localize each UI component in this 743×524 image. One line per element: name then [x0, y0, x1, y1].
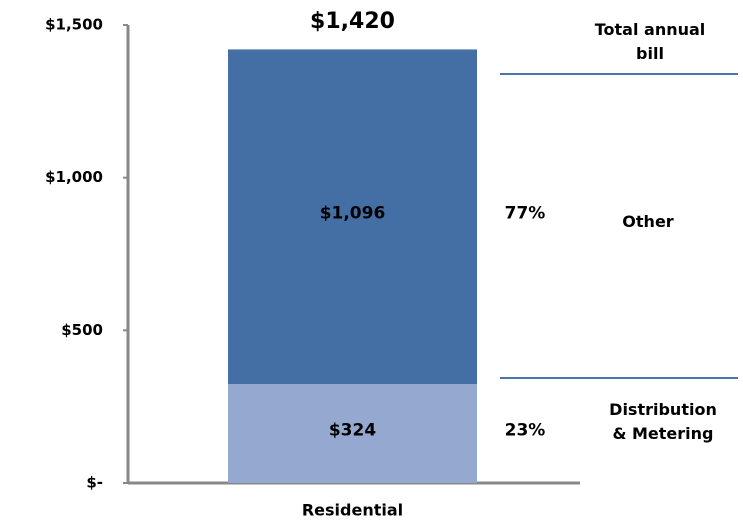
bar-segment — [228, 49, 477, 385]
legend-label: Other — [622, 212, 674, 231]
y-tick-label: $- — [86, 474, 103, 492]
legend-label: Distribution & Metering — [588, 398, 738, 446]
share-label: 23% — [505, 421, 546, 441]
value-label: $324 — [329, 421, 376, 441]
y-tick-label: $1,000 — [45, 168, 103, 186]
y-tick-label: $1,500 — [45, 16, 103, 34]
total-label: Total annual bill — [594, 20, 706, 63]
bar-segment — [228, 384, 477, 483]
y-tick-label: $500 — [61, 321, 103, 339]
value-label: $1,096 — [320, 204, 386, 224]
total-value-label: $1,420 — [310, 9, 395, 34]
share-label: 77% — [505, 204, 546, 224]
x-tick-label: Residential — [302, 501, 403, 520]
legend-text: Distribution & Metering — [609, 400, 717, 443]
